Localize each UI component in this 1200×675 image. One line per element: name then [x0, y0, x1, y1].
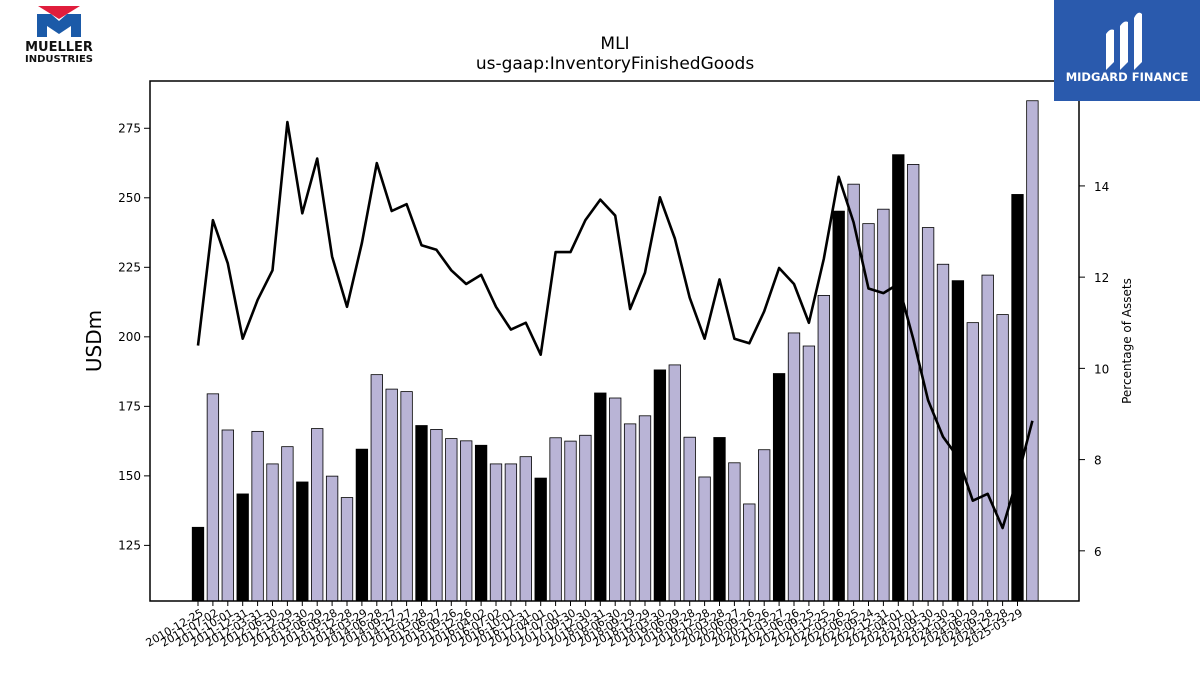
- bar-annual: [713, 437, 726, 602]
- bar-quarterly: [817, 294, 830, 602]
- bar-annual: [355, 448, 369, 602]
- mueller-logo-red-chevron: [38, 6, 80, 19]
- mueller-logo-blue-mark: [37, 14, 81, 37]
- bar-quarterly: [683, 436, 696, 602]
- y2-tick-label: 10: [1094, 362, 1109, 376]
- bar-quarterly: [996, 314, 1009, 602]
- bar-quarterly: [504, 463, 518, 602]
- left-axis: 125 150 175 200 225 250 275: [118, 121, 150, 552]
- y2-tick-label: 8: [1094, 454, 1102, 468]
- bar-quarterly: [460, 440, 473, 602]
- bar-quarterly: [743, 503, 756, 602]
- y-tick-label: 125: [118, 538, 141, 552]
- bar-quarterly: [877, 208, 890, 602]
- bar-quarterly: [370, 374, 383, 602]
- x-axis: 2010-12-252011-07-022011-10-012011-12-31…: [144, 601, 1025, 650]
- y-tick-label: 250: [118, 191, 141, 205]
- y-tick-label: 150: [118, 469, 141, 483]
- bar-annual: [191, 526, 205, 602]
- y2-tick-label: 6: [1094, 545, 1102, 559]
- bar-annual: [296, 481, 309, 602]
- bar-quarterly: [579, 434, 592, 602]
- bar-annual: [832, 210, 845, 602]
- chart-title: MLI: [600, 34, 629, 54]
- bar-quarterly: [311, 428, 324, 602]
- bar-quarterly: [445, 438, 458, 602]
- bar-annual: [236, 493, 249, 602]
- bar-quarterly: [221, 429, 234, 602]
- bars-group: [191, 100, 1039, 602]
- bar-quarterly: [862, 223, 875, 602]
- bar-annual: [594, 392, 607, 602]
- bar-quarterly: [340, 497, 354, 602]
- bar-annual: [951, 280, 965, 602]
- bar-quarterly: [802, 345, 816, 602]
- y-axis-label: USDm: [82, 310, 106, 372]
- y-tick-label: 175: [118, 399, 141, 413]
- bar-annual: [772, 373, 786, 602]
- midgard-logo: MIDGARD FINANCE: [1054, 0, 1200, 101]
- bar-quarterly: [668, 364, 681, 602]
- y2-tick-label: 14: [1094, 180, 1109, 194]
- bar-quarterly: [623, 423, 637, 602]
- bar-quarterly: [519, 456, 532, 602]
- y2-axis-label: Percentage of Assets: [1120, 278, 1134, 404]
- bar-quarterly: [325, 475, 339, 602]
- midgard-logo-text: MIDGARD FINANCE: [1066, 70, 1189, 84]
- bar-quarterly: [400, 391, 413, 602]
- bar-quarterly: [966, 322, 979, 602]
- y-tick-label: 225: [118, 260, 141, 274]
- y-tick-label: 275: [118, 121, 141, 135]
- bar-quarterly: [907, 164, 920, 602]
- bar-quarterly: [609, 397, 622, 602]
- bar-quarterly: [430, 429, 443, 602]
- bar-annual: [1011, 194, 1024, 602]
- bar-quarterly: [1026, 100, 1039, 602]
- bar-quarterly: [847, 183, 860, 602]
- y2-tick-label: 12: [1094, 271, 1109, 285]
- bar-quarterly: [936, 263, 950, 602]
- bar-quarterly: [251, 430, 264, 602]
- right-axis: 6 8 10 12 14: [1079, 180, 1109, 559]
- y-tick-label: 200: [118, 330, 141, 344]
- mueller-logo-line1: MUELLER: [25, 40, 93, 55]
- bar-quarterly: [787, 332, 801, 602]
- bar-quarterly: [385, 388, 398, 602]
- mueller-logo: MUELLER INDUSTRIES: [25, 6, 93, 65]
- line-group: [196, 120, 1034, 530]
- bar-quarterly: [489, 463, 503, 602]
- bar-quarterly: [758, 449, 771, 602]
- bar-annual: [534, 477, 547, 602]
- bar-quarterly: [206, 393, 220, 602]
- plot-frame: [149, 80, 1080, 602]
- bar-annual: [474, 444, 488, 602]
- bar-quarterly: [549, 437, 562, 602]
- bar-annual: [892, 154, 905, 602]
- bar-quarterly: [981, 274, 994, 602]
- mueller-logo-line2: INDUSTRIES: [25, 54, 93, 65]
- midgard-logo-mark: [1106, 12, 1142, 71]
- bar-quarterly: [698, 476, 711, 602]
- bar-quarterly: [921, 227, 935, 602]
- bar-annual: [415, 425, 428, 602]
- percentage-line: [196, 120, 1034, 530]
- bar-annual: [653, 369, 667, 602]
- bar-quarterly: [728, 462, 741, 602]
- bar-quarterly: [638, 415, 652, 602]
- bar-quarterly: [564, 440, 577, 602]
- chart-subtitle: us-gaap:InventoryFinishedGoods: [476, 54, 755, 74]
- bar-quarterly: [281, 446, 294, 602]
- bar-quarterly: [266, 463, 279, 602]
